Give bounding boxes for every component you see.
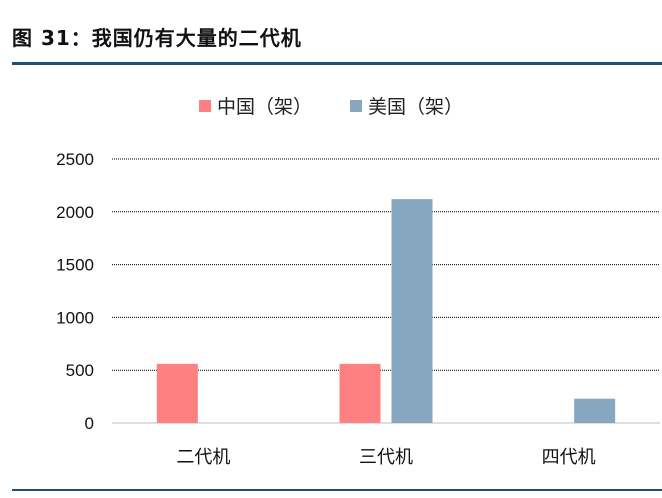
figure-title: 图 31：我国仍有大量的二代机 <box>12 26 302 50</box>
labels: 0 500 1000 1500 2000 2500 二代机 三代机 四代机 <box>56 150 595 468</box>
bar-china-0 <box>156 363 198 423</box>
y-tick-label: 0 <box>85 414 94 433</box>
bar-usa-1 <box>391 199 433 423</box>
y-tick-label: 2000 <box>56 203 94 222</box>
bar-usa-2 <box>574 398 616 423</box>
chart-legend: 中国（架） 美国（架） <box>0 92 662 119</box>
legend-item-usa: 美国（架） <box>350 92 463 119</box>
x-category-label: 二代机 <box>176 447 230 468</box>
bar-china-1 <box>339 363 381 423</box>
y-tick-label: 500 <box>66 361 94 380</box>
title-rule <box>12 62 662 65</box>
x-category-label: 四代机 <box>542 447 596 468</box>
legend-item-china: 中国（架） <box>198 92 312 119</box>
legend-label-usa: 美国（架） <box>368 96 464 118</box>
legend-swatch-usa <box>350 99 362 112</box>
x-category-label: 三代机 <box>359 447 413 468</box>
legend-swatch-china <box>198 99 211 112</box>
bars <box>156 199 616 423</box>
y-tick-label: 2500 <box>56 150 94 169</box>
y-tick-label: 1500 <box>56 256 94 275</box>
footer-rule <box>12 489 662 491</box>
y-tick-label: 1000 <box>56 308 94 327</box>
legend-label-china: 中国（架） <box>216 96 312 118</box>
grid-lines <box>112 158 660 371</box>
